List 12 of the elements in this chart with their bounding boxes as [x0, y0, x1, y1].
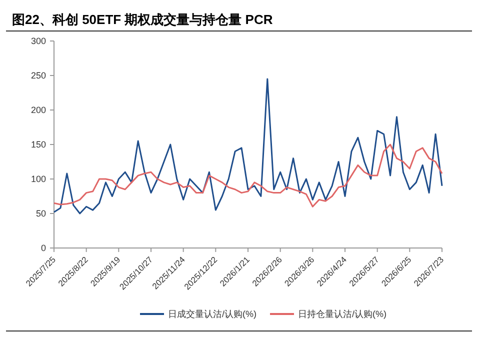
- y-tick-label: 50: [36, 208, 46, 219]
- legend-label: 日持仓量认沽/认购(%): [298, 309, 386, 320]
- line-series: [53, 144, 443, 208]
- y-tick-label: 200: [30, 105, 46, 116]
- line-series: [53, 78, 443, 214]
- y-tick-label: 150: [30, 140, 46, 150]
- legend-label: 日成交量认沽/认购(%): [168, 309, 256, 320]
- y-tick-label: 100: [30, 174, 46, 184]
- y-tick-label: 300: [30, 36, 46, 46]
- y-tick-label: 0: [40, 243, 46, 254]
- y-tick-label: 250: [30, 70, 46, 81]
- chart-title: 图22、科创 50ETF 期权成交量与持仓量 PCR: [12, 12, 274, 27]
